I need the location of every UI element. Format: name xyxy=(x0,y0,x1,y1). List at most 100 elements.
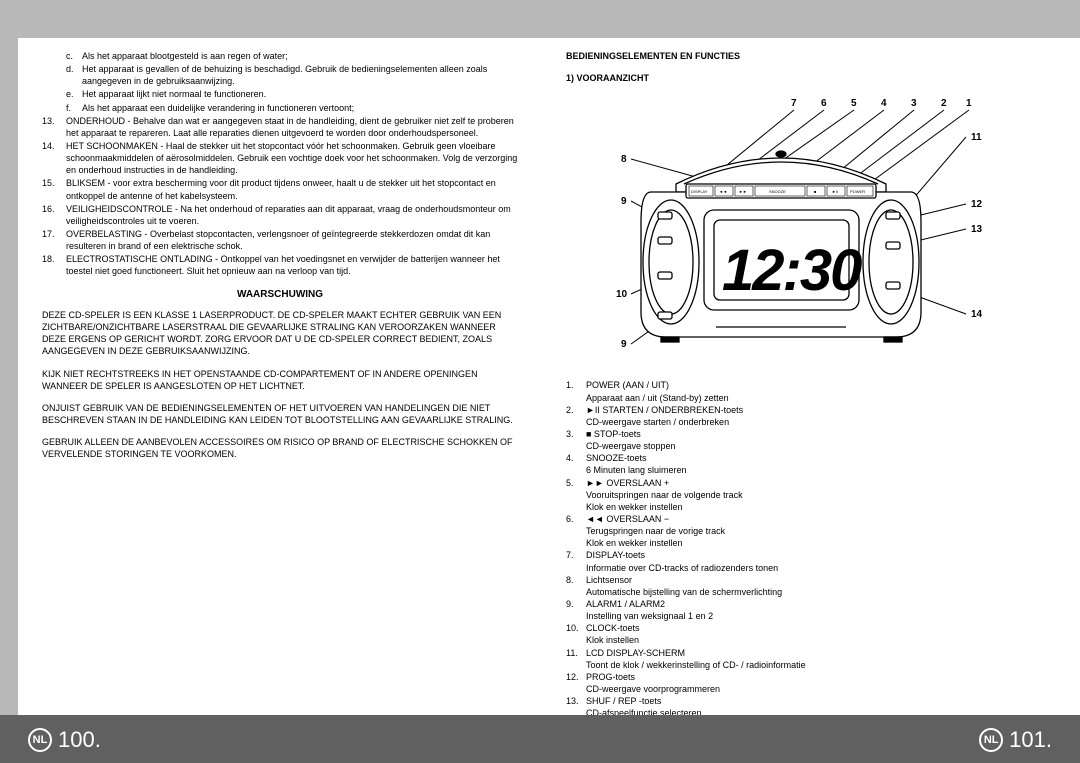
fn-num: 5. xyxy=(566,477,586,489)
callout-4: 4 xyxy=(881,98,887,109)
fn-title: SNOOZE-toets xyxy=(586,452,1042,464)
fn-title: DISPLAY-toets xyxy=(586,549,1042,561)
btn-display: DISPLAY xyxy=(691,189,708,194)
fn-title: POWER (AAN / UIT) xyxy=(586,379,1042,391)
item-text: HET SCHOONMAKEN - Haal de stekker uit he… xyxy=(66,140,518,176)
device-diagram: 7 6 5 4 3 2 1 11 12 13 14 8 9 10 9 xyxy=(566,92,986,362)
fn-desc: 6 Minuten lang sluimeren xyxy=(566,464,1042,476)
warning-para: DEZE CD-SPELER IS EEN KLASSE 1 LASERPROD… xyxy=(42,309,518,358)
fn-desc: CD-weergave voorprogrammeren xyxy=(566,683,1042,695)
fn-title: CLOCK-toets xyxy=(586,622,1042,634)
page-number-left: NL 100. xyxy=(28,727,101,753)
sub-letter: c. xyxy=(66,50,82,62)
sub-text: Het apparaat is gevallen of de behuizing… xyxy=(82,63,518,87)
top-bar xyxy=(0,0,1080,38)
warning-para: ONJUIST GEBRUIK VAN DE BEDIENINGSELEMENT… xyxy=(42,402,518,426)
item-text: OVERBELASTING - Overbelast stopcontacten… xyxy=(66,228,518,252)
fn-desc: CD-weergave stoppen xyxy=(566,440,1042,452)
item-num: 16. xyxy=(42,203,66,227)
callout-14: 14 xyxy=(971,309,983,320)
sub-text: Als het apparaat blootgesteld is aan reg… xyxy=(82,50,518,62)
fn-title: ►II STARTEN / ONDERBREKEN-toets xyxy=(586,404,1042,416)
front-view-heading: 1) VOORAANZICHT xyxy=(566,72,1042,84)
callout-5: 5 xyxy=(851,98,857,109)
callout-13: 13 xyxy=(971,224,983,235)
sub-letter: d. xyxy=(66,63,82,87)
fn-desc: Terugspringen naar de vorige track Klok … xyxy=(566,525,1042,549)
sub-text: Als het apparaat een duidelijke verander… xyxy=(82,102,518,114)
left-column: c.Als het apparaat blootgesteld is aan r… xyxy=(42,50,518,700)
page-left-num: 100. xyxy=(58,727,101,753)
fn-desc: Vooruitspringen naar de volgende track K… xyxy=(566,489,1042,513)
lang-badge-icon: NL xyxy=(979,728,1003,752)
item-text: ELECTROSTATISCHE ONTLADING - Ontkoppel v… xyxy=(66,253,518,277)
item-num: 18. xyxy=(42,253,66,277)
fn-num: 13. xyxy=(566,695,586,707)
btn-snooze: SNOOZE xyxy=(769,189,786,194)
sub-letter: f. xyxy=(66,102,82,114)
fn-num: 11. xyxy=(566,647,586,659)
fn-num: 4. xyxy=(566,452,586,464)
callout-1: 1 xyxy=(966,98,972,109)
fn-num: 6. xyxy=(566,513,586,525)
fn-desc: Instelling van weksignaal 1 en 2 xyxy=(566,610,1042,622)
fn-num: 12. xyxy=(566,671,586,683)
callout-6: 6 xyxy=(821,98,827,109)
function-list: 1.POWER (AAN / UIT) Apparaat aan / uit (… xyxy=(566,379,1042,743)
warning-title: WAARSCHUWING xyxy=(42,288,518,302)
fn-title: ◄◄ OVERSLAAN − xyxy=(586,513,1042,525)
fn-num: 10. xyxy=(566,622,586,634)
sub-text: Het apparaat lijkt niet normaal te funct… xyxy=(82,88,518,100)
sub-list: c.Als het apparaat blootgesteld is aan r… xyxy=(42,50,518,114)
left-sidebar xyxy=(0,0,18,763)
lang-badge-icon: NL xyxy=(28,728,52,752)
warning-para: KIJK NIET RECHTSTREEKS IN HET OPENSTAAND… xyxy=(42,368,518,392)
item-text: ONDERHOUD - Behalve dan wat er aangegeve… xyxy=(66,115,518,139)
page-right-num: 101. xyxy=(1009,727,1052,753)
numbered-list: 13.ONDERHOUD - Behalve dan wat er aangeg… xyxy=(42,115,518,278)
fn-num: 2. xyxy=(566,404,586,416)
callout-2: 2 xyxy=(941,98,947,109)
page-content: c.Als het apparaat blootgesteld is aan r… xyxy=(42,50,1042,700)
callout-3: 3 xyxy=(911,98,917,109)
btn-play: ►II xyxy=(832,189,838,194)
callout-7: 7 xyxy=(791,98,797,109)
callout-8: 8 xyxy=(621,154,627,165)
right-column: BEDIENINGSELEMENTEN EN FUNCTIES 1) VOORA… xyxy=(566,50,1042,700)
callout-10: 10 xyxy=(616,289,628,300)
fn-desc: Automatische bijstelling van de schermve… xyxy=(566,586,1042,598)
item-num: 13. xyxy=(42,115,66,139)
fn-num: 1. xyxy=(566,379,586,391)
btn-power: POWER xyxy=(850,189,865,194)
fn-num: 3. xyxy=(566,428,586,440)
fn-title: PROG-toets xyxy=(586,671,1042,683)
sub-letter: e. xyxy=(66,88,82,100)
callout-11: 11 xyxy=(971,132,982,143)
btn-prev: ◄◄ xyxy=(719,189,727,194)
fn-title: ALARM1 / ALARM2 xyxy=(586,598,1042,610)
fn-desc: Toont de klok / wekkerinstelling of CD- … xyxy=(566,659,1042,671)
item-num: 15. xyxy=(42,177,66,201)
fn-num: 9. xyxy=(566,598,586,610)
fn-desc: Apparaat aan / uit (Stand-by) zetten xyxy=(566,392,1042,404)
controls-heading: BEDIENINGSELEMENTEN EN FUNCTIES xyxy=(566,50,1042,62)
page-number-right: NL 101. xyxy=(979,727,1052,753)
item-num: 14. xyxy=(42,140,66,176)
fn-title: ►► OVERSLAAN + xyxy=(586,477,1042,489)
clock-display: 12:30 xyxy=(722,238,862,303)
fn-title: SHUF / REP -toets xyxy=(586,695,1042,707)
warning-para: GEBRUIK ALLEEN DE AANBEVOLEN ACCESSOIRES… xyxy=(42,436,518,460)
fn-desc: Klok instellen xyxy=(566,634,1042,646)
callout-9: 9 xyxy=(621,196,627,207)
callout-9b: 9 xyxy=(621,339,627,350)
fn-desc: CD-weergave starten / onderbreken xyxy=(566,416,1042,428)
item-text: VEILIGHEIDSCONTROLE - Na het onderhoud o… xyxy=(66,203,518,227)
fn-title: ■ STOP-toets xyxy=(586,428,1042,440)
fn-num: 7. xyxy=(566,549,586,561)
item-num: 17. xyxy=(42,228,66,252)
fn-num: 8. xyxy=(566,574,586,586)
fn-title: LCD DISPLAY-SCHERM xyxy=(586,647,1042,659)
fn-title: Lichtsensor xyxy=(586,574,1042,586)
footer-bar xyxy=(0,715,1080,763)
btn-next: ►► xyxy=(739,189,747,194)
